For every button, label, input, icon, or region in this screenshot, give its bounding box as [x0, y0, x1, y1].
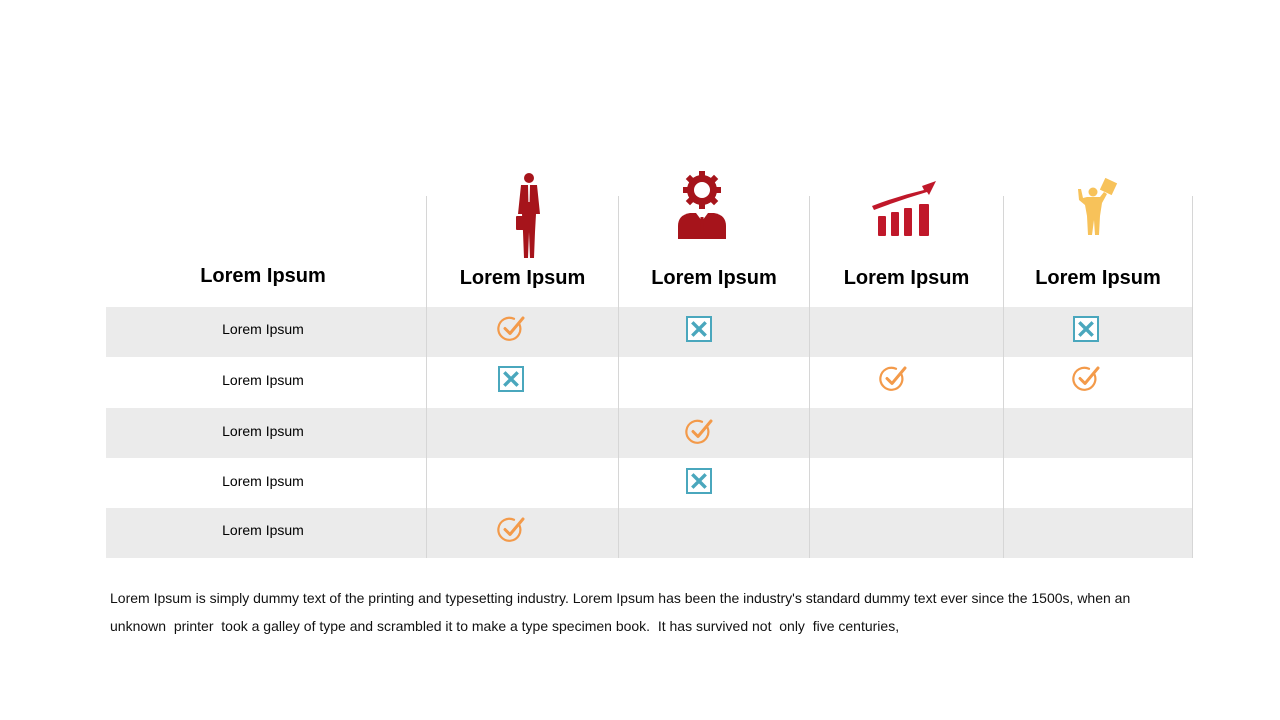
- table-row: [106, 408, 1193, 458]
- table-row: [106, 307, 1193, 357]
- column-header-1: Lorem Ipsum: [459, 267, 586, 289]
- row-header-label: Lorem Ipsum: [200, 265, 326, 287]
- cross-icon: [497, 365, 525, 393]
- check-icon: [497, 516, 525, 544]
- check-icon: [685, 418, 713, 446]
- row-label: Lorem Ipsum: [222, 372, 304, 388]
- description-line-1: Lorem Ipsum is simply dummy text of the …: [110, 590, 1131, 606]
- gear-person-icon: [676, 170, 728, 245]
- cross-icon: [1072, 315, 1100, 343]
- grid-line: [1192, 196, 1193, 558]
- businessman-icon: [512, 172, 546, 265]
- cross-icon: [685, 467, 713, 495]
- description-text: Lorem Ipsum is simply dummy text of the …: [110, 584, 1200, 640]
- grid-line: [618, 196, 619, 558]
- person-holding-box-icon: [1074, 176, 1120, 243]
- cross-icon: [685, 315, 713, 343]
- description-line-2: unknown printer took a galley of type an…: [110, 618, 900, 634]
- column-header-3: Lorem Ipsum: [843, 267, 970, 289]
- check-icon: [1072, 365, 1100, 393]
- row-label: Lorem Ipsum: [222, 522, 304, 538]
- grid-line: [809, 196, 810, 558]
- growth-chart-icon: [870, 178, 940, 243]
- table-row: [106, 508, 1193, 558]
- check-icon: [879, 365, 907, 393]
- column-header-2: Lorem Ipsum: [651, 267, 777, 289]
- grid-line: [426, 196, 427, 558]
- grid-line: [1003, 196, 1004, 558]
- column-header-4: Lorem Ipsum: [1035, 267, 1161, 289]
- row-label: Lorem Ipsum: [222, 423, 304, 439]
- check-icon: [497, 315, 525, 343]
- row-label: Lorem Ipsum: [222, 321, 304, 337]
- row-label: Lorem Ipsum: [222, 473, 304, 489]
